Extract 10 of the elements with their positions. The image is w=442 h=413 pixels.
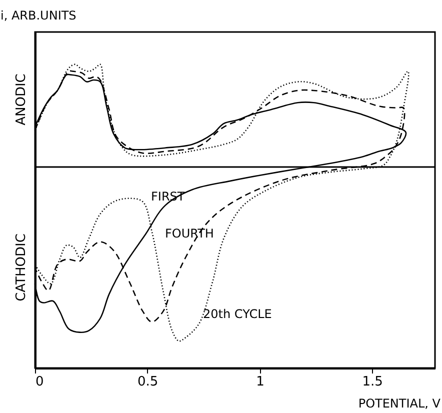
x-tick-label: 1 bbox=[256, 374, 264, 390]
x-axis-title: POTENTIAL, V bbox=[358, 396, 442, 410]
text: ANODIC bbox=[14, 74, 29, 126]
y-axis-title: i, ARB.UNITS bbox=[0, 8, 76, 22]
x-tick-label: 0.5 bbox=[138, 374, 158, 390]
x-tick-label: 1.5 bbox=[362, 374, 383, 390]
x-tick-label: 0 bbox=[36, 374, 44, 390]
series-label: 20th CYCLE bbox=[203, 307, 272, 322]
text: CATHODIC bbox=[14, 234, 29, 302]
series-label: FOURTH bbox=[165, 226, 214, 241]
